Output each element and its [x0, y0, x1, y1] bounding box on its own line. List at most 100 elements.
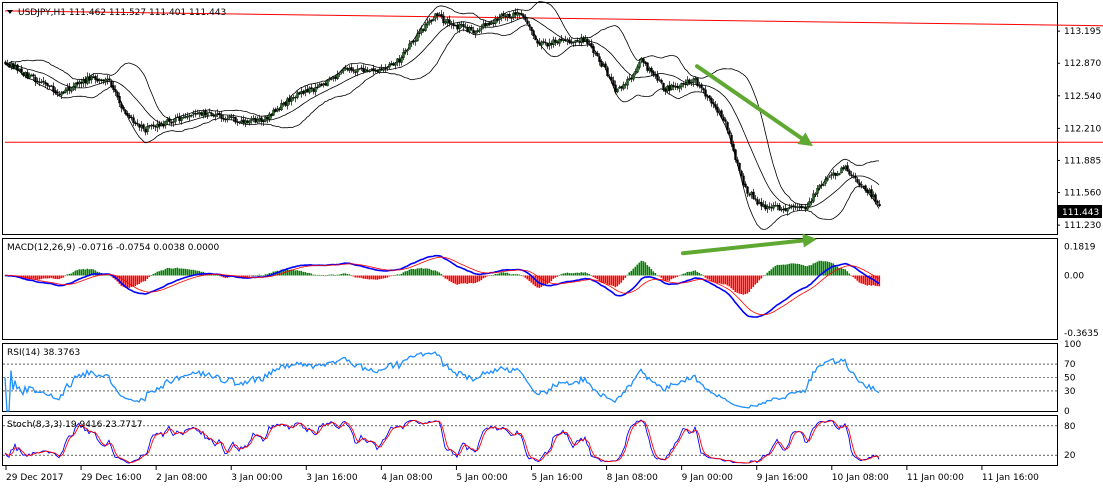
- macd-histogram-bar: [410, 268, 413, 276]
- candle-body: [482, 23, 485, 28]
- candle: [806, 202, 809, 211]
- macd-histogram-bar: [698, 272, 701, 276]
- candle-body: [814, 193, 817, 196]
- macd-histogram-bar: [178, 268, 181, 276]
- candle-body: [320, 83, 323, 86]
- candle: [500, 12, 503, 22]
- candle-body: [10, 62, 13, 67]
- candle-body: [646, 62, 649, 71]
- macd-histogram-bar: [608, 275, 611, 286]
- candle-body: [562, 39, 565, 41]
- price-tick-label: 111.560: [1064, 189, 1101, 199]
- macd-histogram-bar: [444, 275, 447, 279]
- candle: [12, 62, 15, 69]
- rsi-panel: 100 70 50 30 0 RSI(14) 38.3763: [3, 340, 1081, 417]
- candle-body: [402, 51, 405, 59]
- candle: [410, 40, 413, 48]
- candle: [714, 100, 717, 111]
- candle-body: [520, 13, 523, 16]
- candle-body: [604, 63, 607, 68]
- macd-histogram-bar: [70, 273, 73, 276]
- macd-histogram-bar: [498, 273, 501, 276]
- macd-histogram-bar: [624, 275, 627, 278]
- macd-histogram-bar: [58, 275, 61, 280]
- candle-body: [130, 116, 133, 119]
- candle-body: [854, 175, 857, 179]
- candle-body: [506, 14, 509, 18]
- candle: [696, 77, 699, 88]
- candle-body: [68, 86, 71, 91]
- candle: [74, 82, 77, 91]
- candle: [524, 14, 527, 22]
- macd-histogram-bar: [550, 275, 553, 282]
- macd-histogram-bar: [566, 272, 569, 276]
- macd-histogram-bar: [80, 269, 83, 276]
- candle-body: [634, 71, 637, 75]
- candle: [296, 90, 299, 100]
- candle: [142, 123, 145, 132]
- candle-body: [282, 103, 285, 105]
- macd-histogram-bar: [718, 275, 721, 284]
- candle: [394, 62, 397, 70]
- candle: [470, 24, 473, 32]
- candle: [846, 161, 849, 172]
- candle-body: [830, 174, 833, 177]
- time-tick-label: 8 Jan 08:00: [607, 473, 659, 483]
- stoch-tick-label: 20: [1064, 451, 1076, 461]
- candle-body: [104, 79, 107, 82]
- macd-histogram-bar: [120, 275, 123, 286]
- candle-body: [274, 109, 277, 112]
- candle: [598, 53, 601, 66]
- candle: [94, 74, 97, 84]
- candle: [260, 116, 263, 126]
- candle: [636, 64, 639, 74]
- macd-histogram-bar: [584, 272, 587, 276]
- candle: [678, 84, 681, 93]
- macd-histogram-bar: [304, 272, 307, 276]
- macd-histogram-bar: [562, 273, 565, 276]
- macd-histogram-bar: [586, 273, 589, 276]
- candle-body: [240, 120, 243, 123]
- macd-histogram-bar: [298, 270, 301, 276]
- macd-histogram-bar: [32, 275, 35, 279]
- macd-histogram-bar: [462, 275, 465, 284]
- stoch-lines: [4, 419, 880, 464]
- macd-histogram-bar: [288, 269, 291, 276]
- candle: [384, 64, 387, 73]
- candle-body: [372, 68, 375, 71]
- candle-body: [246, 120, 249, 123]
- macd-histogram-bar: [338, 274, 341, 276]
- macd-histogram-bar: [614, 275, 617, 288]
- candle: [386, 66, 389, 71]
- candle-body: [522, 14, 525, 18]
- dropdown-triangle-icon[interactable]: [7, 10, 13, 14]
- macd-histogram-bar: [580, 272, 583, 276]
- candle-body: [846, 165, 849, 172]
- candle-body: [266, 116, 269, 119]
- candle: [870, 185, 873, 200]
- candle-body: [350, 67, 353, 71]
- candle: [146, 122, 149, 135]
- time-tick-label: 11 Jan 00:00: [907, 473, 964, 483]
- candle-body: [714, 104, 717, 108]
- macd-histogram-bar: [766, 272, 769, 276]
- candle-body: [86, 76, 89, 84]
- candle-body: [552, 39, 555, 46]
- candle: [568, 37, 571, 45]
- candle: [34, 74, 37, 87]
- macd-histogram-bar: [318, 274, 321, 276]
- candle-body: [838, 173, 841, 175]
- macd-histogram-bar: [710, 275, 713, 281]
- candle-body: [770, 207, 773, 209]
- candle-body: [444, 21, 447, 24]
- candle-body: [550, 42, 553, 45]
- macd-histogram-bar: [350, 275, 353, 276]
- macd-histogram-bar: [130, 275, 133, 287]
- candle-body: [216, 113, 219, 115]
- candle-body: [310, 87, 313, 90]
- candle: [234, 116, 237, 125]
- candle-body: [442, 15, 445, 23]
- macd-histogram-bar: [252, 275, 255, 276]
- macd-histogram-bar: [578, 272, 581, 276]
- candle-body: [384, 67, 387, 70]
